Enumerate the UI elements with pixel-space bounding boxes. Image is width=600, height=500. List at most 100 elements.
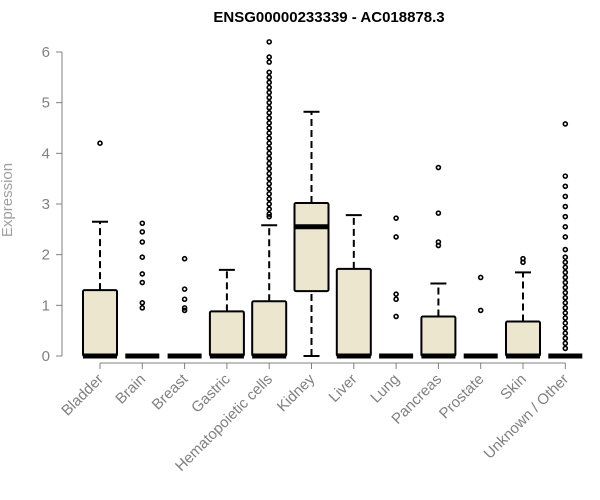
outlier-point [266,135,273,141]
y-tick-label: 6 [42,44,50,61]
outlier-point [562,224,569,230]
outlier-point [181,305,188,311]
outlier-point [139,305,146,311]
outlier-point [266,160,273,167]
outlier-point [266,125,273,131]
outlier-point [562,183,569,190]
outlier-point [266,140,273,146]
box-pancreas [420,164,457,359]
box-prostate [463,274,498,359]
outlier-point [266,186,273,192]
box-skin [505,255,541,359]
outlier-point [562,234,569,240]
outlier-point [266,115,273,121]
x-tick-label: Liver [326,371,361,406]
outlier-point [266,110,273,116]
outlier-point [562,203,569,210]
box-brain [125,220,160,359]
outlier-point [266,206,273,212]
box-kidney [293,110,330,357]
outlier-point [562,284,569,291]
x-tick-label: Lung [367,371,403,407]
y-tick-label: 4 [42,145,50,162]
outlier-point [266,69,273,76]
outlier-point [393,234,399,240]
outlier-point [562,345,569,352]
x-tick-label: Brain [112,371,149,408]
chart-title: ENSG00000233339 - AC018878.3 [213,9,444,26]
outlier-point [562,121,569,127]
outlier-point [562,315,569,321]
x-tick-label: Breast [149,370,192,413]
box-lung [379,215,414,359]
box-hematopoietic-cells [251,39,288,359]
outlier-point [266,79,273,86]
outlier-point [562,294,569,301]
x-tick-label: Skin [497,371,530,404]
box-rect [82,289,118,357]
outlier-point [562,274,569,281]
outlier-point [139,229,146,235]
outlier-point [562,320,569,326]
outlier-point [562,340,569,347]
outlier-point [562,335,569,342]
outlier-point [97,140,103,146]
box-rect [505,320,541,357]
outlier-point [562,325,569,331]
outlier-point [266,94,273,101]
box-bladder [82,140,118,359]
box-rect [420,315,457,358]
outlier-point [562,173,569,179]
outlier-point [562,259,569,266]
outlier-point [181,296,188,303]
y-tick-label: 5 [42,95,50,112]
box-breast [167,255,202,359]
box-rect [335,267,372,357]
outlier-point [562,279,569,286]
y-tick-label: 2 [42,247,50,264]
outlier-point [477,307,484,314]
box-unknown-other [548,121,583,359]
outlier-point [562,254,569,261]
box-rect [293,201,330,293]
outlier-point [562,269,569,276]
outlier-point [181,307,188,314]
box-rect [208,310,245,357]
outlier-point [266,165,273,172]
outlier-point [562,246,569,253]
y-tick-label: 1 [42,297,50,314]
outlier-point [435,210,442,216]
outlier-point [562,305,569,311]
outlier-point [393,296,399,303]
outlier-point [266,120,273,126]
outlier-point [266,175,273,182]
outlier-point [266,180,273,187]
outlier-point [139,220,146,227]
y-tick-label: 0 [42,348,50,365]
outlier-point [139,271,146,277]
outlier-point [266,54,273,60]
outlier-point [266,211,273,217]
outlier-point [393,215,399,221]
outlier-point [562,299,569,306]
outlier-point [266,89,273,96]
outlier-point [562,264,569,271]
outlier-point [266,145,273,152]
outlier-point [562,289,569,296]
outlier-point [266,74,273,81]
outlier-point [139,239,146,245]
outlier-point [266,191,273,197]
outlier-point [266,201,273,207]
outlier-point [435,242,442,249]
y-axis: 0 1 2 3 4 5 6 [42,44,63,365]
outlier-point [393,291,399,297]
outlier-point [266,84,273,91]
boxes-layer [82,39,583,359]
outlier-point [139,299,146,306]
outlier-point [266,213,273,220]
outlier-point [266,155,273,162]
x-tick-label: Prostate [436,371,488,423]
outlier-point [266,59,273,65]
